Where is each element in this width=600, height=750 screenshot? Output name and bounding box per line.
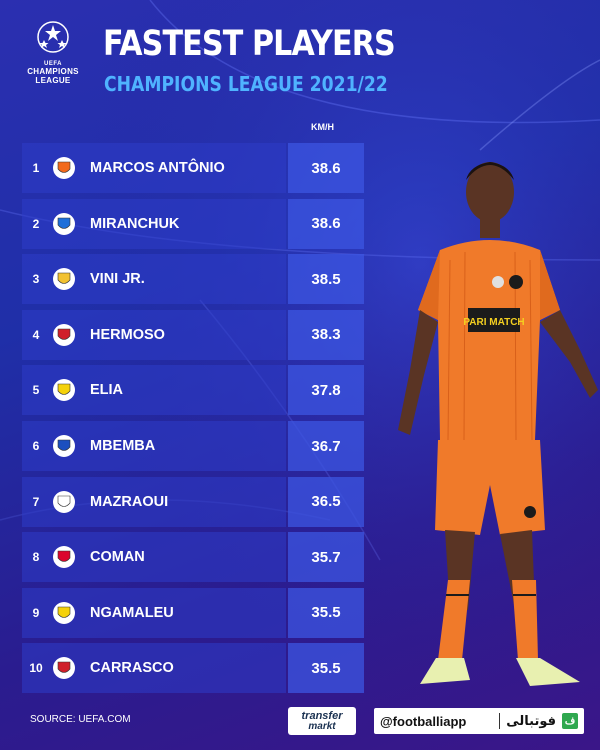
rank-number: 8 [32,550,40,565]
speed-value: 36.7 [288,421,364,471]
ranking-row: 10 CARRASCO 35.5 [22,643,364,694]
rank-number: 6 [32,439,40,453]
player-name: CARRASCO [90,660,174,677]
atalanta-crest-icon [53,212,75,235]
atletico-madrid-crest-icon [53,323,75,346]
shakhtar-crest-icon [53,157,75,179]
player-name: COMAN [90,549,145,566]
speed-value: 38.6 [288,198,364,249]
social-handle: @footballiapp [380,713,467,729]
ranking-row: 1 MARCOS ANTÔNIO 38.6 [22,143,364,193]
unit-label: KM/H [311,122,334,132]
footballiapp-badge: @footballiapp فوتبالی ف [374,708,584,734]
logo-line-uefa: UEFA [43,61,62,67]
rank-number: 3 [32,272,40,287]
logo-line-league: LEAGUE [35,76,71,85]
speed-value: 35.5 [288,643,364,694]
ranking-row: 8 COMAN 35.7 [22,532,364,583]
transfermarkt-line1: transfer [301,709,343,722]
player-name: MBEMBA [90,438,156,454]
badge-divider [499,713,501,729]
ranking-row: 2 MIRANCHUK 38.6 [22,198,364,249]
player-name: MAZRAOUI [90,493,169,510]
player-name: MARCOS ANTÔNIO [90,160,225,176]
rank-number: 1 [32,161,40,175]
speed-value: 35.7 [288,532,364,583]
ranking-row: 7 MAZRAOUI 36.5 [22,476,364,527]
rank-number: 4 [32,327,40,342]
player-name: ELIA [90,382,124,399]
rank-number: 5 [32,383,40,398]
player-name: VINI JR. [90,271,145,288]
transfermarkt-logo: transfer markt [288,707,356,735]
bayern-crest-icon [53,546,75,569]
brand-mark-icon: ف [562,713,578,729]
player-photo: PARI MATCH [398,162,598,686]
speed-value: 38.5 [288,254,364,305]
speed-value: 38.3 [288,309,364,360]
rank-number: 7 [32,494,40,509]
transfermarkt-line2: markt [308,720,336,732]
starball-icon [37,21,69,53]
porto-crest-icon [53,435,75,457]
speed-value: 36.5 [288,476,364,527]
ajax-crest-icon [53,490,75,513]
player-name: NGAMALEU [90,604,174,621]
speed-value: 38.6 [288,143,364,193]
young-boys-crest-icon [53,601,75,624]
page-subtitle: CHAMPIONS LEAGUE 2021/22 [104,72,388,96]
real-madrid-crest-icon [53,268,75,291]
ranking-row: 6 MBEMBA 36.7 [22,421,364,471]
rank-number: 10 [29,661,43,676]
logo-line-champions: CHAMPIONS [27,67,79,76]
sponsor-text: PARI MATCH [463,317,524,328]
young-boys-crest-icon [53,379,75,402]
page-title: FASTEST PLAYERS [103,24,396,64]
source-credit: SOURCE: UEFA.COM [30,714,131,725]
rank-number: 2 [32,216,40,231]
ranking-row: 3 VINI JR. 38.5 [22,254,364,305]
speed-value: 35.5 [288,587,364,638]
brand-arabic: فوتبالی [506,713,556,729]
player-name: HERMOSO [90,326,165,343]
header: UEFA CHAMPIONS LEAGUE FASTEST PLAYERS CH… [0,0,600,110]
speed-value: 37.8 [288,365,364,416]
ranking-row: 4 HERMOSO 38.3 [22,309,364,360]
player-name: MIRANCHUK [90,215,180,232]
atletico-madrid-crest-icon [53,657,75,680]
ranking-row: 9 NGAMALEU 35.5 [22,587,364,638]
rank-number: 9 [32,605,40,620]
champions-league-logo: UEFA CHAMPIONS LEAGUE [18,20,88,85]
ranking-row: 5 ELIA 37.8 [22,365,364,416]
